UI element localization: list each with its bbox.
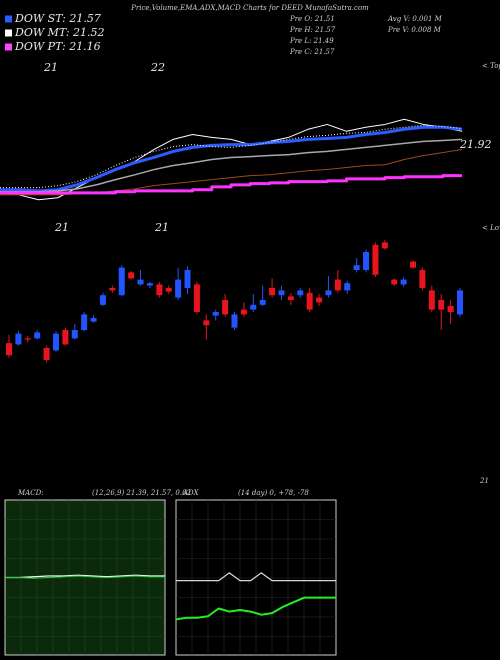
- candle-body: [184, 270, 191, 288]
- candle-body: [287, 296, 294, 300]
- candle-body: [428, 290, 435, 310]
- candle-body: [447, 306, 454, 312]
- side-label: < Tops: [482, 62, 500, 70]
- candle-body: [250, 304, 257, 310]
- candle-body: [128, 272, 135, 279]
- date-label: 22: [150, 61, 165, 74]
- candle-body: [400, 279, 407, 285]
- series-line: [175, 596, 336, 621]
- candle-body: [316, 297, 323, 303]
- candle-body: [372, 244, 379, 275]
- candle-body: [297, 290, 304, 296]
- candle-body: [165, 288, 172, 292]
- candle-body: [146, 283, 153, 286]
- candle-body: [212, 312, 219, 316]
- candle-body: [109, 288, 116, 291]
- candle-body: [203, 320, 210, 326]
- candle-body: [15, 333, 22, 345]
- panel-subtitle: (12,26,9) 21.39, 21.57, 0.02: [92, 489, 192, 497]
- candle-body: [381, 242, 388, 249]
- legend-swatch: [5, 29, 12, 37]
- date-label: 21: [154, 221, 169, 234]
- candle-body: [334, 279, 341, 291]
- candle-body: [6, 343, 12, 356]
- candle-body: [156, 284, 163, 296]
- stat: Pre L: 21.49: [289, 37, 334, 45]
- candle-body: [363, 252, 370, 270]
- date-label: 21: [43, 61, 58, 74]
- stat: Pre H: 21.57: [289, 26, 336, 34]
- panel-title: ADX: [182, 489, 200, 497]
- candle-body: [419, 270, 426, 288]
- candle-body: [278, 290, 285, 296]
- stat: Pre V: 0.008 M: [387, 26, 442, 34]
- candle-body: [71, 330, 78, 339]
- candle-body: [325, 290, 332, 296]
- candle-body: [259, 300, 266, 305]
- legend-label: DOW PT: 21.16: [14, 40, 101, 53]
- candle-body: [137, 279, 144, 285]
- candle-body: [90, 318, 97, 322]
- panel-title: MACD:: [17, 489, 44, 497]
- legend-swatch: [5, 15, 12, 23]
- candle-body: [231, 314, 238, 328]
- series-line: [0, 174, 462, 195]
- series-line: [0, 125, 463, 193]
- candle-body: [24, 338, 31, 340]
- side-label: < Lows: [482, 224, 500, 232]
- candle-body: [43, 348, 50, 360]
- date-label: 21: [54, 221, 69, 234]
- series-line: [0, 138, 463, 193]
- candle-body: [269, 288, 276, 296]
- candle-body: [222, 300, 229, 315]
- candle-body: [306, 292, 313, 310]
- series-line: [5, 574, 165, 579]
- series-line: [0, 118, 463, 201]
- footer-label: 21: [479, 477, 489, 485]
- legend-label: DOW ST: 21.57: [14, 12, 101, 25]
- page-title: Price,Volume,EMA,ADX,MACD Charts for DEE…: [130, 4, 369, 12]
- candle-body: [353, 265, 360, 270]
- candle-body: [457, 290, 463, 315]
- stat: Pre O: 21.51: [289, 15, 335, 23]
- candle-body: [81, 314, 88, 330]
- candle-body: [175, 279, 182, 298]
- value-label: 21.92: [459, 138, 492, 151]
- candle-body: [62, 330, 69, 345]
- series-line: [176, 572, 336, 582]
- candle-body: [438, 300, 445, 310]
- series-line: [5, 575, 165, 579]
- candle-body: [99, 295, 106, 305]
- stat: Pre C: 21.57: [289, 48, 335, 56]
- candle-body: [193, 284, 200, 312]
- candle-body: [410, 261, 417, 268]
- candle-body: [344, 283, 351, 291]
- legend-label: DOW MT: 21.52: [14, 26, 105, 39]
- candle-body: [391, 279, 398, 285]
- candle-body: [118, 267, 125, 296]
- panel-subtitle: (14 day) 0, +78, -78: [238, 489, 309, 497]
- candle-body: [52, 333, 59, 351]
- candle-body: [240, 309, 247, 315]
- candle-body: [34, 332, 41, 339]
- series-line: [0, 124, 463, 189]
- legend-swatch: [5, 43, 12, 51]
- stat: Avg V: 0.001 M: [387, 15, 443, 23]
